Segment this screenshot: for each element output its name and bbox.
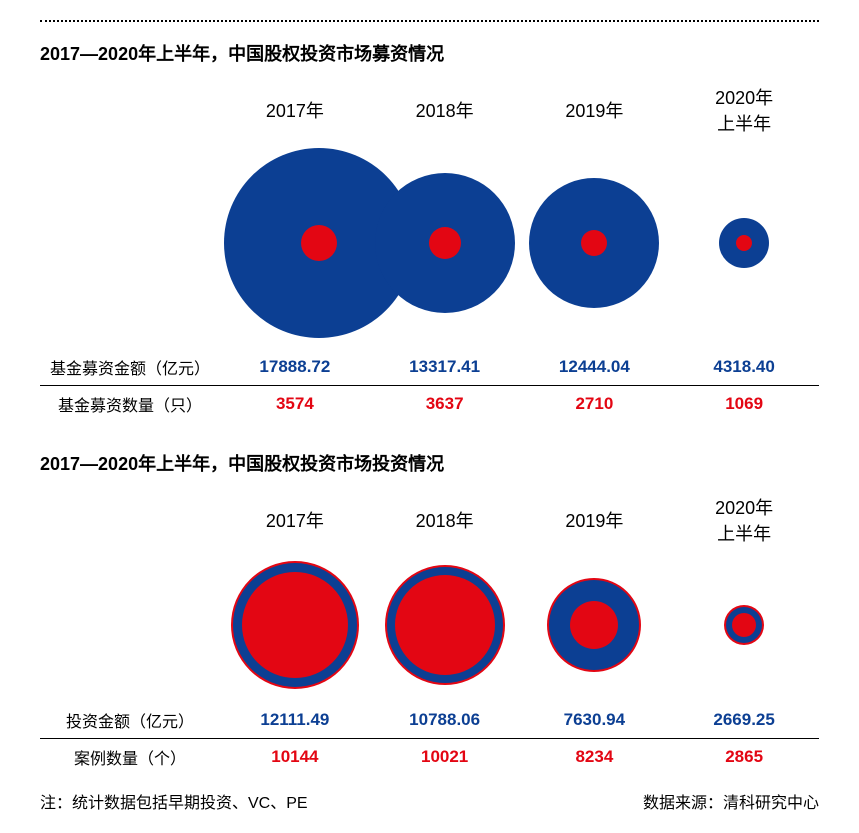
fundraising-count-row: 基金募资数量（只） 3574 3637 2710 1069 (40, 386, 819, 423)
investment-amount-row: 投资金额（亿元） 12111.49 10788.06 7630.94 2669.… (40, 702, 819, 739)
bubble (549, 580, 639, 670)
bubble-inner (736, 235, 752, 251)
bubble (375, 173, 515, 313)
year-label: 2019年 (520, 78, 670, 142)
bubble-inner (242, 572, 348, 678)
fundraising-title: 2017—2020年上半年，中国股权投资市场募资情况 (40, 40, 819, 66)
footer: 注：统计数据包括早期投资、VC、PE 数据来源：清科研究中心 (40, 789, 819, 813)
count-value: 10021 (370, 739, 520, 776)
count-value: 2710 (520, 386, 670, 423)
fundraising-amount-row: 基金募资金额（亿元） 17888.72 13317.41 12444.04 43… (40, 349, 819, 386)
bubble (233, 563, 357, 687)
amount-value: 13317.41 (370, 349, 520, 386)
year-label: 2017年 (220, 78, 370, 142)
year-label: 2019年 (520, 488, 670, 552)
bubble-cell (520, 142, 670, 349)
bubble (387, 567, 503, 683)
row-label: 投资金额（亿元） (40, 702, 220, 739)
fundraising-circles-row (40, 142, 819, 349)
investment-table: 2017年 2018年 2019年 2020年 上半年 投资金额（亿元） 121… (40, 488, 819, 775)
footnote-right: 数据来源：清科研究中心 (643, 789, 819, 813)
bubble-inner (395, 575, 495, 675)
bubble-cell (370, 142, 520, 349)
amount-value: 17888.72 (220, 349, 370, 386)
amount-value: 10788.06 (370, 702, 520, 739)
bubble-inner (301, 225, 337, 261)
bubble-cell (220, 552, 370, 702)
bubble-inner (570, 601, 618, 649)
empty-cell (40, 78, 220, 142)
row-label: 基金募资数量（只） (40, 386, 220, 423)
investment-count-row: 案例数量（个） 10144 10021 8234 2865 (40, 739, 819, 776)
count-value: 3574 (220, 386, 370, 423)
year-label: 2020年 上半年 (669, 488, 819, 552)
footnote-left: 注：统计数据包括早期投资、VC、PE (40, 789, 308, 813)
top-dotted-divider (40, 20, 819, 22)
count-value: 2865 (669, 739, 819, 776)
row-label: 基金募资金额（亿元） (40, 349, 220, 386)
amount-value: 2669.25 (669, 702, 819, 739)
amount-value: 12111.49 (220, 702, 370, 739)
bubble-cell (220, 142, 370, 349)
year-label: 2020年 上半年 (669, 78, 819, 142)
year-label: 2017年 (220, 488, 370, 552)
bubble-inner (429, 227, 461, 259)
row-label: 案例数量（个） (40, 739, 220, 776)
investment-title: 2017—2020年上半年，中国股权投资市场投资情况 (40, 450, 819, 476)
empty-cell (40, 488, 220, 552)
bubble-cell (669, 552, 819, 702)
amount-value: 4318.40 (669, 349, 819, 386)
bubble-cell (520, 552, 670, 702)
bubble (726, 607, 762, 643)
amount-value: 12444.04 (520, 349, 670, 386)
empty-cell (40, 552, 220, 702)
count-value: 3637 (370, 386, 520, 423)
fundraising-year-row: 2017年 2018年 2019年 2020年 上半年 (40, 78, 819, 142)
bubble (529, 178, 659, 308)
year-label: 2018年 (370, 488, 520, 552)
year-label: 2018年 (370, 78, 520, 142)
bubble-cell (669, 142, 819, 349)
bubble-cell (370, 552, 520, 702)
fundraising-table: 2017年 2018年 2019年 2020年 上半年 基金募资金额（亿元） 1… (40, 78, 819, 422)
investment-year-row: 2017年 2018年 2019年 2020年 上半年 (40, 488, 819, 552)
count-value: 1069 (669, 386, 819, 423)
count-value: 8234 (520, 739, 670, 776)
bubble-inner (732, 613, 756, 637)
amount-value: 7630.94 (520, 702, 670, 739)
empty-cell (40, 142, 220, 349)
bubble-inner (581, 230, 607, 256)
count-value: 10144 (220, 739, 370, 776)
bubble (719, 218, 769, 268)
investment-circles-row (40, 552, 819, 702)
